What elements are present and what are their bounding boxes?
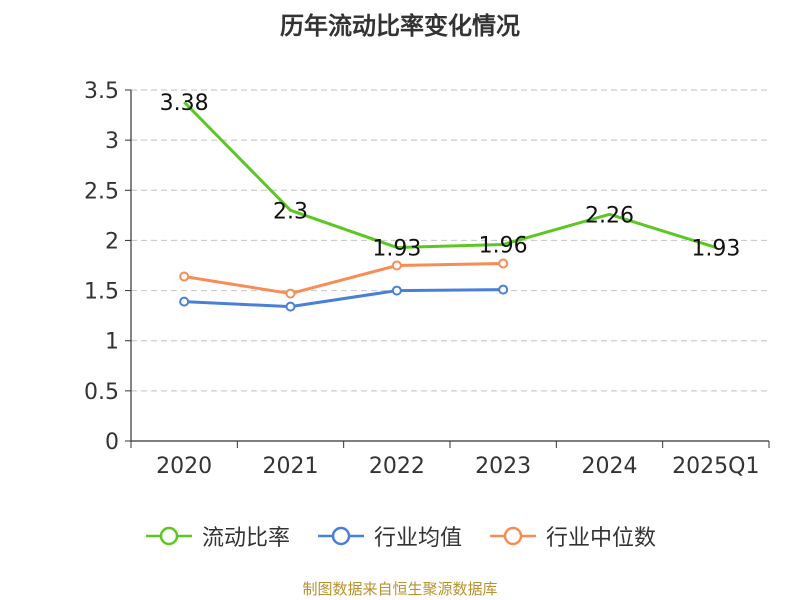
x-tick-label: 2025Q1 <box>672 454 759 479</box>
data-point <box>285 288 296 299</box>
legend-marker-icon <box>317 526 364 546</box>
source-note: 制图数据来自恒生聚源数据库 <box>302 580 498 598</box>
legend: 流动比率 行业均值 行业中位数 <box>0 519 800 553</box>
y-tick-label: 2 <box>105 229 119 254</box>
data-point <box>391 285 402 296</box>
data-point <box>285 301 296 312</box>
data-label: 1.93 <box>691 236 740 261</box>
chart-title: 历年流动比率变化情况 <box>280 12 520 40</box>
y-tick-label: 3.5 <box>84 79 119 104</box>
x-tick-label: 2022 <box>369 454 425 479</box>
data-point <box>179 271 190 282</box>
axis-layer: 0 0.5 1 1.5 2 2.5 3 3.5 2020 2021 2022 2023 2024 2025… <box>84 79 770 479</box>
data-label: 2.26 <box>585 203 634 228</box>
data-label-layer: 3.38 2.3 1.93 1.96 2.26 1.93 <box>160 91 741 261</box>
data-label: 3.38 <box>160 91 209 116</box>
y-tick-label: 1.5 <box>84 280 119 305</box>
data-point <box>391 260 402 271</box>
y-tick-label: 1 <box>105 330 119 355</box>
y-tick-label: 0.5 <box>84 380 119 405</box>
data-label: 1.96 <box>479 233 528 258</box>
data-label: 1.93 <box>372 236 421 261</box>
legend-marker-icon <box>490 526 536 546</box>
x-tick-label: 2021 <box>263 454 319 479</box>
legend-label: 流动比率 <box>201 526 290 551</box>
legend-label: 行业均值 <box>373 526 462 551</box>
legend-item[interactable]: 行业中位数 <box>488 520 656 552</box>
x-tick-label: 2020 <box>156 454 212 479</box>
series-line <box>183 261 504 296</box>
legend-label: 行业中位数 <box>546 526 657 551</box>
y-tick-label: 3 <box>105 129 119 154</box>
data-point <box>179 296 190 307</box>
legend-item[interactable]: 行业均值 <box>316 520 462 552</box>
y-tick-label: 2.5 <box>84 179 119 204</box>
legend-marker-icon <box>145 526 192 546</box>
series-line <box>183 100 717 249</box>
data-point <box>498 284 509 295</box>
grid-layer <box>131 89 769 392</box>
data-point <box>498 258 509 269</box>
x-tick-label: 2023 <box>475 454 531 479</box>
x-tick-label: 2024 <box>582 454 638 479</box>
data-label: 2.3 <box>273 199 308 224</box>
series-line <box>184 288 504 309</box>
series-layer <box>179 100 717 312</box>
y-tick-label: 0 <box>105 430 119 455</box>
legend-item[interactable]: 流动比率 <box>144 520 290 552</box>
